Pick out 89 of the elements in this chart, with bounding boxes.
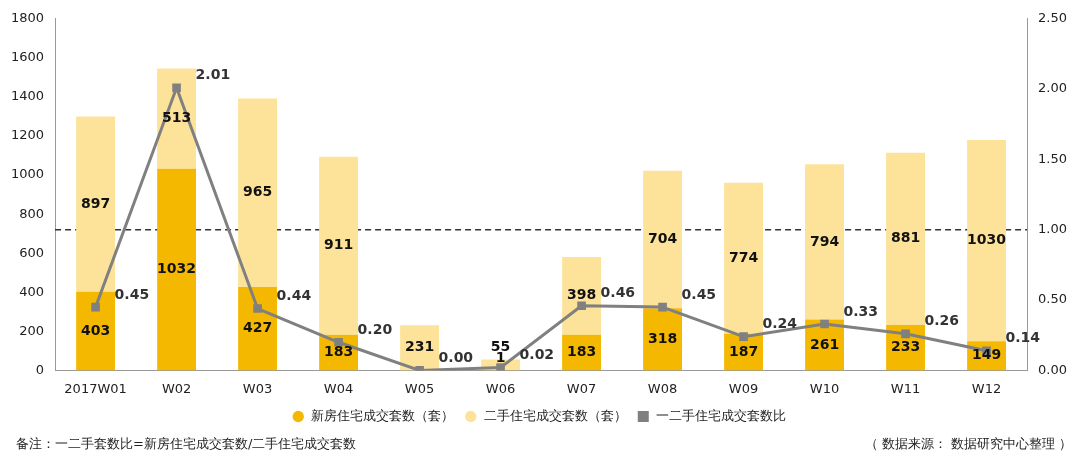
data-label: 881 <box>890 229 921 246</box>
bar <box>805 164 844 320</box>
point <box>91 302 100 312</box>
data-label: 0.26 <box>924 312 960 329</box>
y-tick-label: 1600 <box>10 49 45 65</box>
x-tick-label: W10 <box>809 380 840 396</box>
point <box>496 363 505 371</box>
data-label: 398 <box>566 286 597 303</box>
x-tick-label: W06 <box>485 380 516 396</box>
data-label: 911 <box>323 236 354 253</box>
x-tick-label: W07 <box>566 380 597 396</box>
data-label: 0.46 <box>600 284 636 301</box>
y2-tick-label: 1.50 <box>1038 150 1068 166</box>
data-label: 231 <box>404 338 435 355</box>
y-tick-label: 1800 <box>10 10 45 26</box>
x-tick-label: W09 <box>728 380 759 396</box>
data-label: 704 <box>647 230 678 247</box>
y2-tick-label: 0.00 <box>1038 361 1068 377</box>
y-tick-label: 1400 <box>10 88 45 104</box>
data-label: 2.01 <box>195 66 231 83</box>
point <box>739 332 748 341</box>
point <box>658 302 667 312</box>
data-label: 0.00 <box>438 349 474 366</box>
bar <box>562 256 602 335</box>
point <box>820 319 829 329</box>
x-tick-label: W11 <box>890 380 921 396</box>
point <box>577 301 586 311</box>
data-label: 187 <box>728 342 759 359</box>
text: 备注：一二手套数比=新房住宅成交套数/二手住宅成交套数 <box>16 435 357 453</box>
point <box>253 304 262 313</box>
y-tick-label: 1200 <box>10 127 45 143</box>
data-label: 513 <box>161 109 192 126</box>
data-label: 233 <box>890 338 921 355</box>
bar <box>157 168 197 371</box>
data-label: 965 <box>242 183 273 200</box>
data-label: 0.20 <box>357 320 393 337</box>
data-label: 0.44 <box>276 287 312 304</box>
point <box>901 329 910 339</box>
y2-tick-label: 2.50 <box>1038 10 1068 26</box>
data-label: 1032 <box>157 260 197 277</box>
x-tick-label: W08 <box>647 380 678 396</box>
y-tick-label: 800 <box>19 205 45 221</box>
y-tick-label: 200 <box>19 322 45 338</box>
x-tick-label: W12 <box>971 380 1002 396</box>
y2-tick-label: 1.00 <box>1038 221 1068 237</box>
legend-label: 一二手住宅成交套数比 <box>656 407 787 423</box>
bar <box>724 182 763 334</box>
x-tick-label: W02 <box>161 380 192 396</box>
data-label: 0.02 <box>519 346 555 363</box>
data-label: 261 <box>809 335 840 352</box>
point <box>172 83 181 93</box>
data-label: 149 <box>971 346 1002 363</box>
legend-label: 新房住宅成交套数（套） <box>311 407 455 423</box>
bar <box>643 170 683 309</box>
bar <box>886 152 925 325</box>
bar <box>76 116 116 292</box>
data-label: 183 <box>566 343 597 360</box>
y2-tick-label: 0.50 <box>1038 291 1068 307</box>
data-label: 0.45 <box>681 285 717 302</box>
data-label: 0.24 <box>762 315 798 332</box>
x-tick-label: W04 <box>323 380 354 396</box>
data-label: 403 <box>80 321 111 338</box>
bar <box>967 140 1006 342</box>
y-tick-label: 1000 <box>10 166 45 182</box>
data-label: 794 <box>809 232 840 249</box>
data-label: 1030 <box>967 231 1007 248</box>
text: （ 数据来源： 数据研究中心整理 ） <box>864 435 1072 453</box>
bar <box>157 68 197 169</box>
bar <box>319 156 359 335</box>
y-tick-label: 600 <box>19 244 45 260</box>
y2-tick-label: 2.00 <box>1038 80 1068 96</box>
data-label: 0.45 <box>114 285 150 302</box>
data-label: 318 <box>647 329 678 346</box>
bar <box>76 291 116 371</box>
y-tick-label: 0 <box>35 361 45 377</box>
data-label: 183 <box>323 343 354 360</box>
data-label: 774 <box>728 248 759 265</box>
bar <box>238 98 278 287</box>
data-label: 897 <box>80 194 111 211</box>
bar <box>238 286 278 371</box>
x-tick-label: W05 <box>404 380 435 396</box>
data-label: 0.14 <box>1005 329 1041 346</box>
data-label: 0.33 <box>843 302 879 319</box>
x-tick-label: W03 <box>242 380 273 396</box>
x-tick-label: 2017W01 <box>64 380 127 396</box>
y-tick-label: 400 <box>19 283 45 299</box>
point <box>334 337 343 347</box>
legend-label: 二手住宅成交套数（套） <box>483 407 627 423</box>
data-label: 427 <box>242 319 273 336</box>
